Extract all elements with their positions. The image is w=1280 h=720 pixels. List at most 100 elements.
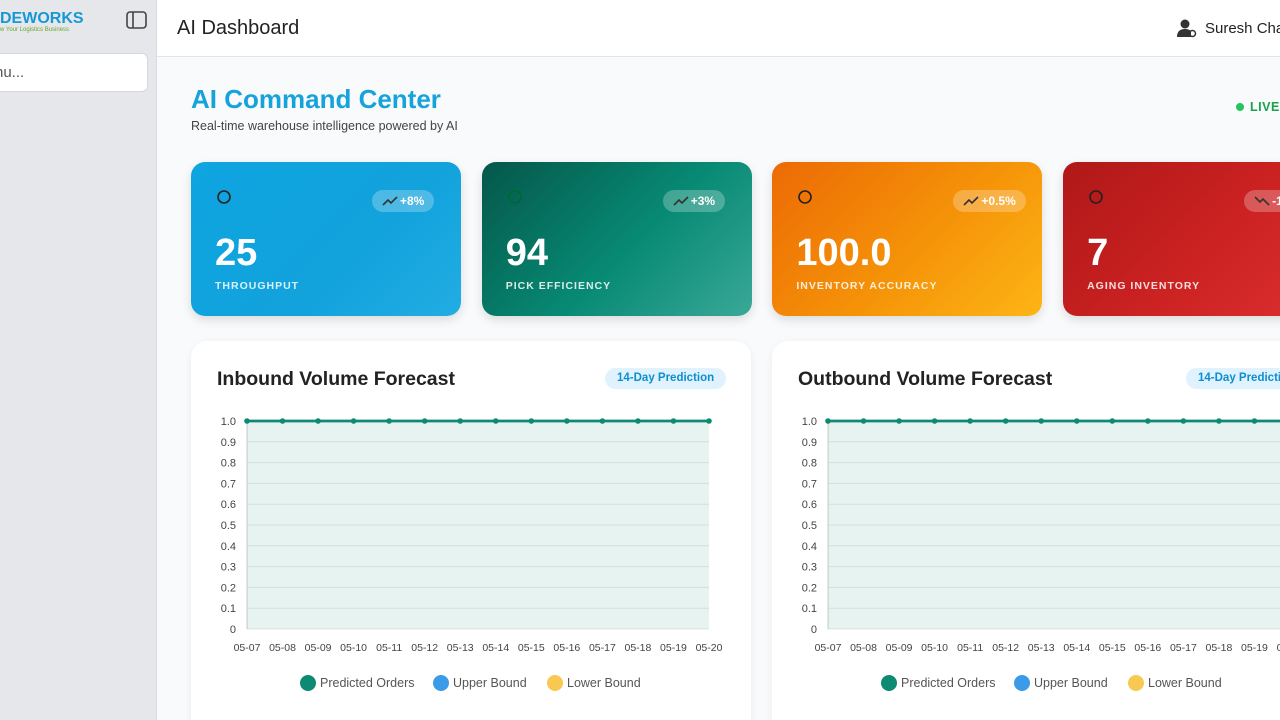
- series-point: [931, 418, 938, 424]
- y-tick-label: 0: [811, 624, 817, 636]
- y-tick-label: 0.4: [221, 541, 236, 553]
- legend-label: Upper Bound: [453, 676, 527, 690]
- kpi-value: 7: [1087, 232, 1109, 274]
- x-tick-label: 05-07: [234, 642, 261, 654]
- kpi-value: 25: [215, 232, 258, 274]
- series-area: [828, 421, 1280, 629]
- y-tick-label: 0.4: [802, 541, 817, 553]
- series-point: [860, 418, 867, 424]
- series-point: [967, 418, 973, 424]
- trend-arrow: [673, 196, 689, 206]
- y-tick-label: 0.3: [802, 562, 817, 574]
- kpi-icon: [217, 190, 231, 204]
- legend-swatch: [547, 675, 563, 691]
- series-point: [1002, 418, 1009, 424]
- series-point: [315, 418, 321, 424]
- kpi-change: -1: [1244, 190, 1280, 212]
- x-tick-label: 05-11: [376, 642, 402, 654]
- series-point: [279, 418, 286, 424]
- legend-swatch: [881, 675, 897, 691]
- x-tick-label: 05-11: [957, 642, 983, 654]
- x-tick-label: 05-09: [305, 642, 332, 654]
- y-tick-label: 0.2: [802, 582, 817, 594]
- x-tick-label: 05-12: [411, 642, 438, 654]
- x-tick-label: 05-13: [447, 642, 474, 654]
- x-tick-label: 05-17: [589, 642, 616, 654]
- x-tick-label: 05-17: [1170, 642, 1197, 654]
- kpi-icon: [1089, 190, 1103, 204]
- series-point: [492, 418, 499, 424]
- legend-label: Lower Bound: [1148, 676, 1222, 690]
- chart: 0 0.1 0.2 0.3 0.4 0.5 0.6 0.7 0.8 0.9 1.0 05-07 05-0…: [802, 416, 1280, 691]
- header: AI Dashboard Suresh Cha: [157, 0, 1280, 57]
- kpi-label: AGING INVENTORY: [1087, 280, 1201, 292]
- page-subtitle: Real-time warehouse intelligence powered…: [191, 119, 458, 133]
- kpi-change-text: +8%: [400, 194, 425, 208]
- x-tick-label: 05-18: [624, 642, 651, 654]
- y-tick-label: 0.8: [802, 458, 817, 470]
- legend-swatch: [433, 675, 449, 691]
- chart-badge: 14-Day Prediction: [605, 368, 727, 389]
- kpi-label: PICK EFFICIENCY: [505, 280, 612, 292]
- chart-panel: Inbound Volume Forecast 14-Day Prediction…: [191, 341, 751, 720]
- trend-arrow: [1254, 196, 1270, 206]
- series-point: [635, 418, 641, 424]
- chart-panel: Outbound Volume Forecast 14-Day Predictio…: [772, 341, 1280, 720]
- trend-icon: [963, 196, 979, 206]
- y-tick-label: 0.2: [221, 582, 236, 594]
- user-name[interactable]: Suresh Cha: [1205, 20, 1280, 37]
- x-tick-label: 05-20: [1277, 642, 1280, 654]
- x-tick-label: 05-10: [340, 642, 367, 654]
- x-tick-label: 05-07: [815, 642, 842, 654]
- icon-shape: [1089, 190, 1103, 204]
- x-tick-label: 05-20: [696, 642, 723, 654]
- y-tick-label: 0.7: [802, 478, 817, 490]
- series-point: [421, 418, 428, 424]
- logo: DEWORKS: [0, 10, 84, 27]
- series-point: [1109, 418, 1116, 424]
- live-dot: [1236, 103, 1244, 111]
- trend-arrow: [382, 196, 398, 206]
- chart-badge: 14-Day Prediction: [1186, 368, 1280, 389]
- legend-swatch: [1128, 675, 1144, 691]
- series-point: [528, 418, 535, 424]
- x-tick-label: 05-08: [850, 642, 877, 654]
- y-tick-label: 0.5: [221, 520, 236, 532]
- legend-label: Predicted Orders: [320, 676, 414, 690]
- series-point: [670, 418, 677, 424]
- series-point: [564, 418, 570, 424]
- x-tick-label: 05-08: [269, 642, 296, 654]
- legend-label: Upper Bound: [1034, 676, 1108, 690]
- search-box[interactable]: nu...: [0, 53, 148, 92]
- series-area: [247, 421, 709, 629]
- chart-title: Inbound Volume Forecast: [217, 368, 455, 390]
- icon-shape: [507, 190, 522, 204]
- x-tick-label: 05-14: [1063, 642, 1090, 654]
- x-tick-label: 05-14: [482, 642, 509, 654]
- y-tick-label: 0.7: [221, 478, 236, 490]
- y-tick-label: 0.1: [221, 603, 236, 615]
- x-tick-label: 05-15: [518, 642, 545, 654]
- series-point: [1073, 418, 1080, 424]
- legend-swatch: [300, 675, 316, 691]
- sidebar-toggle[interactable]: [126, 11, 147, 29]
- chart: 0 0.1 0.2 0.3 0.4 0.5 0.6 0.7 0.8 0.9 1.0 05-07 05-0…: [221, 416, 723, 691]
- icon-shape: [798, 190, 813, 204]
- x-tick-label: 05-13: [1028, 642, 1055, 654]
- series-point: [350, 418, 357, 424]
- live-status: LIVE: [1250, 100, 1280, 114]
- y-tick-label: 0: [230, 624, 236, 636]
- trend-icon: [673, 196, 689, 206]
- user-icon[interactable]: [1177, 18, 1197, 38]
- x-tick-label: 05-19: [660, 642, 687, 654]
- y-tick-label: 0.9: [221, 437, 236, 449]
- series-point: [386, 418, 392, 424]
- trend-icon: [382, 196, 398, 206]
- legend-label: Lower Bound: [567, 676, 641, 690]
- x-tick-label: 05-12: [992, 642, 1019, 654]
- kpi-change-text: +0.5%: [981, 194, 1016, 208]
- y-tick-label: 0.3: [221, 562, 236, 574]
- series-point: [1038, 418, 1045, 424]
- kpi-card: 100.0 INVENTORY ACCURACY +0.5%: [772, 162, 1043, 316]
- icon-shape: [217, 190, 231, 204]
